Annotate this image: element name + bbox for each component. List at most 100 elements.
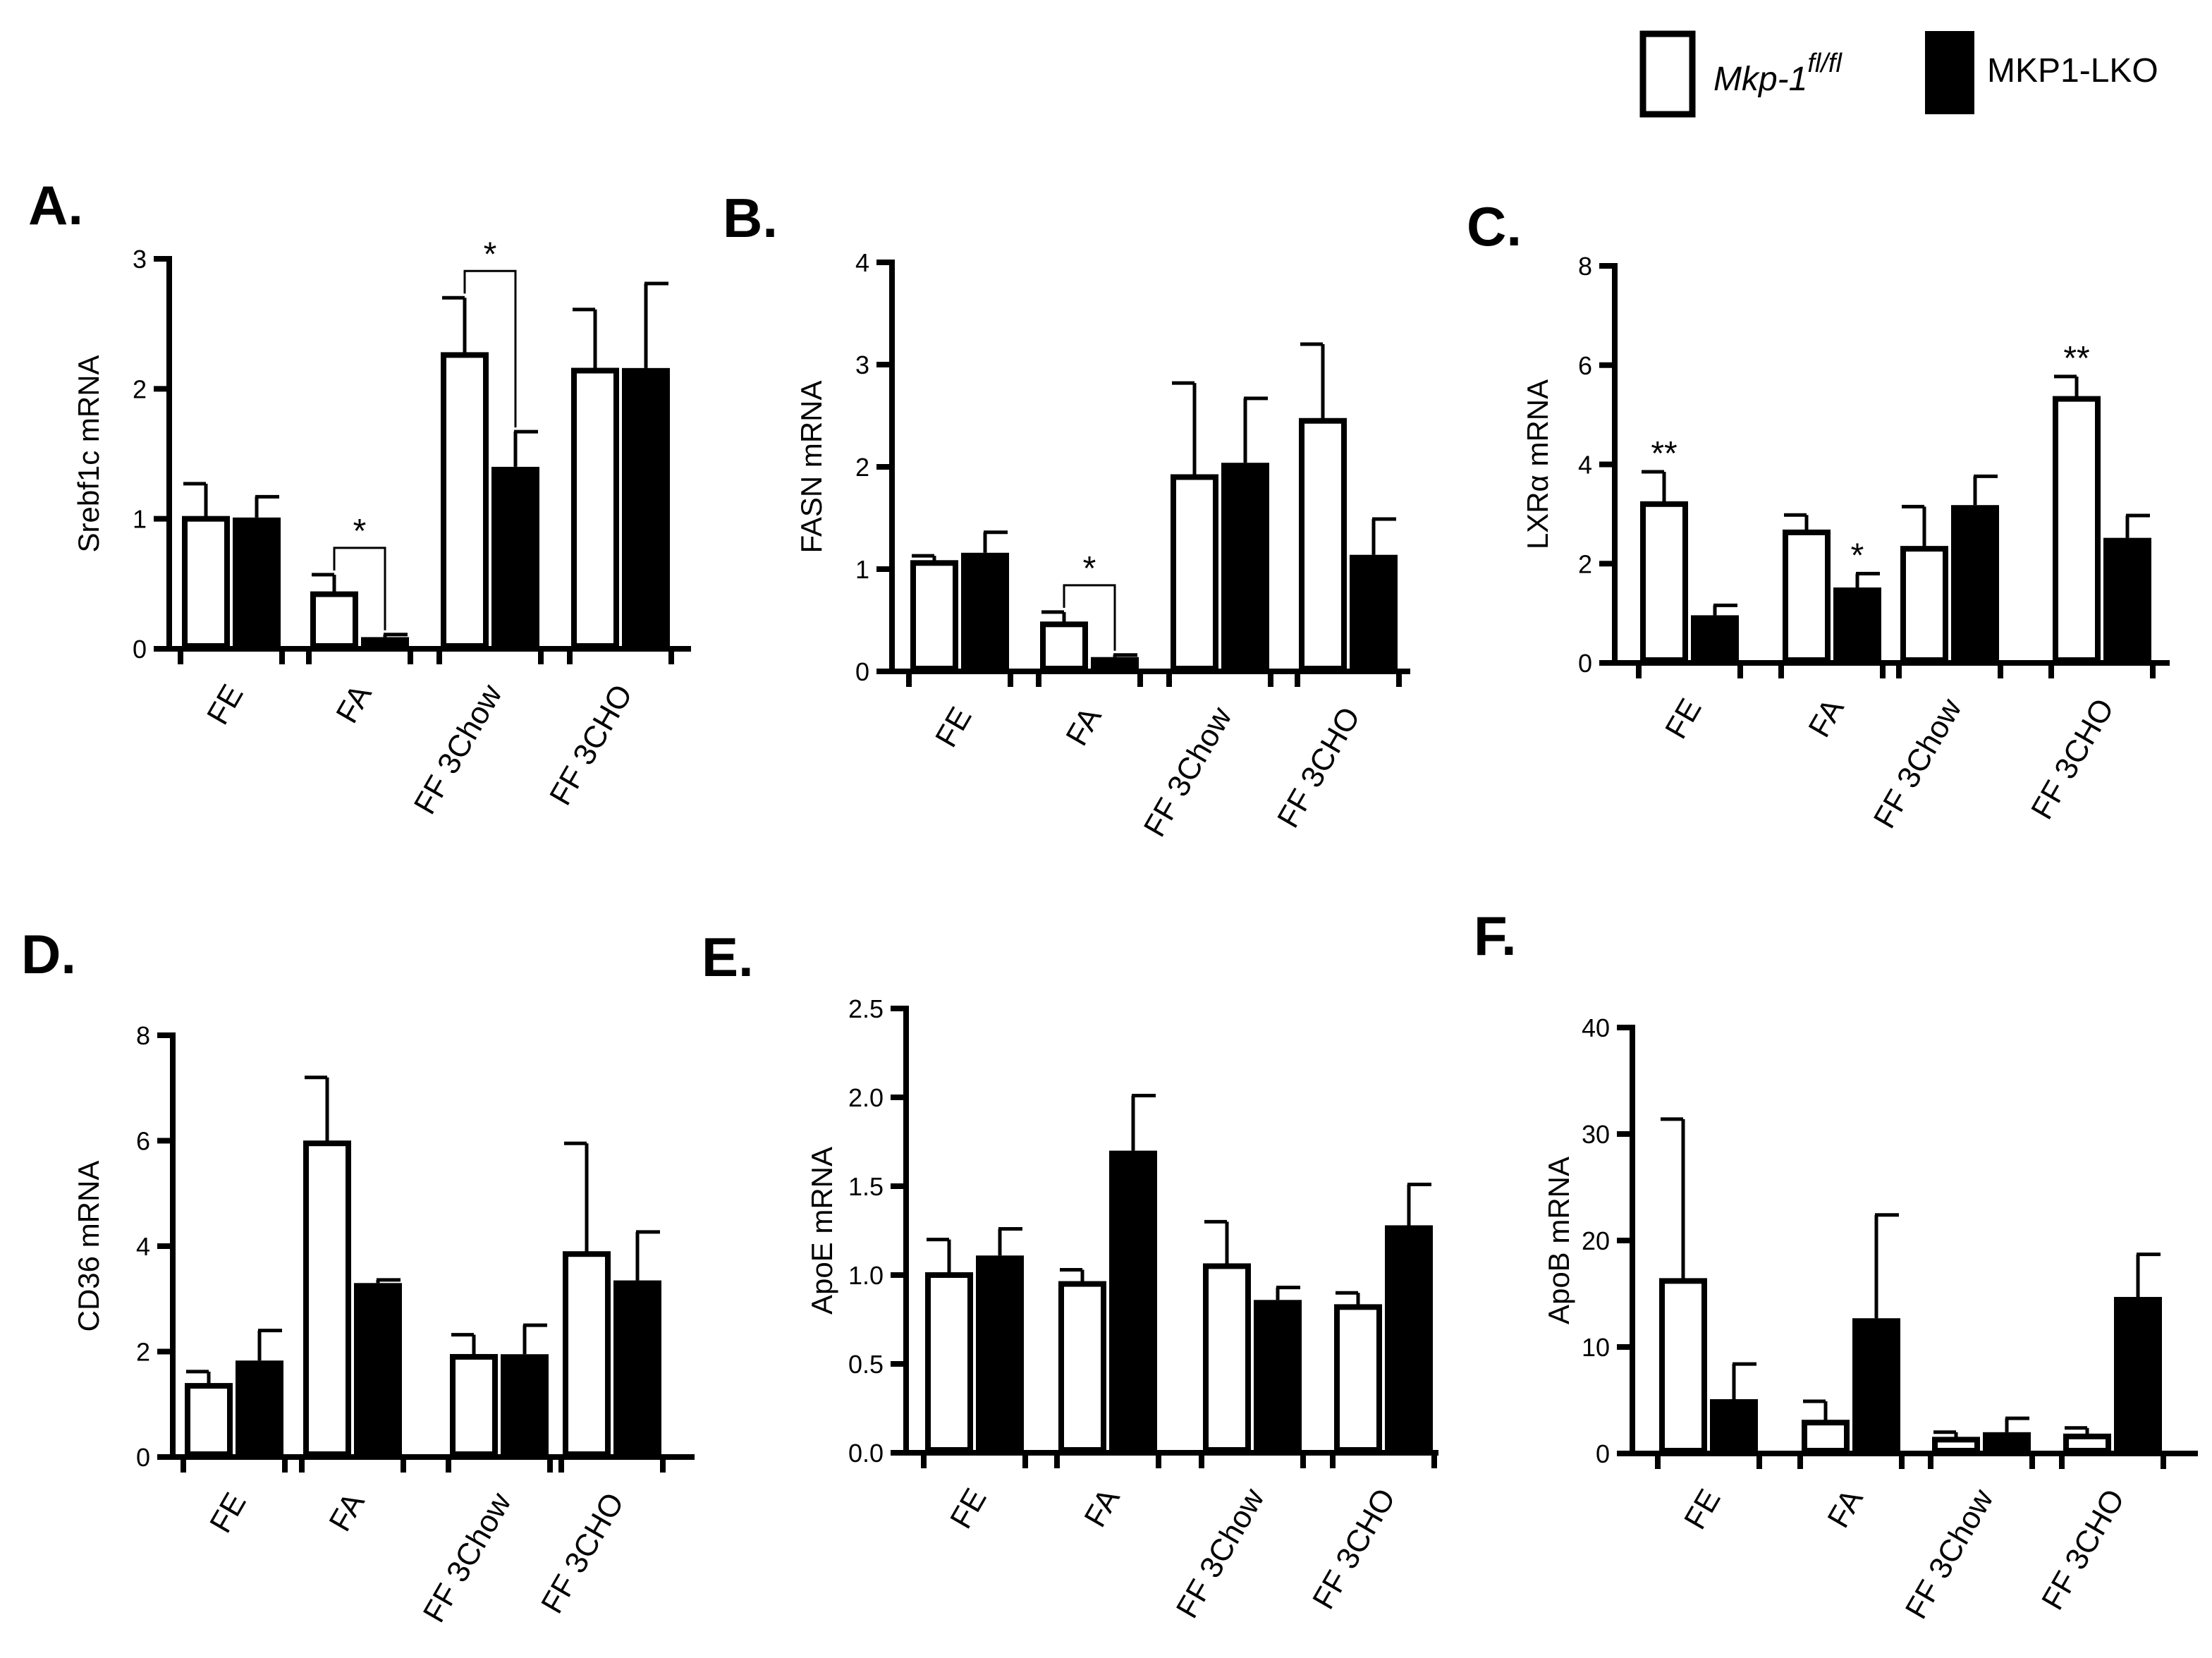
panel-c-category-label: FA (1802, 693, 1851, 743)
panel-a-y-tick-label: 2 (133, 374, 147, 403)
panel-e: E. ApoE mRNA 0.0 0.5 1.0 1.5 2.0 2.5 FE FA FF 3Cho… (702, 926, 1438, 1624)
panel-e-letter: E. (702, 926, 754, 988)
panel-d-y-tick-label: 4 (136, 1232, 150, 1261)
panel-c-category-label: FF 3CHO (2024, 693, 2121, 826)
panel-b-bar-wt (1040, 621, 1088, 671)
panel-f-bar-ko (1983, 1432, 2031, 1453)
panel-a-y-tick-label: 3 (133, 245, 147, 274)
panel-c-y-tick-label: 0 (1578, 649, 1592, 678)
panel-e-y-tick-label: 2.5 (848, 994, 884, 1023)
panel-a-y-tick-label: 0 (133, 635, 147, 664)
panel-c-category-label: FE (1658, 693, 1709, 745)
panel-c-bar-ko (2103, 537, 2151, 663)
panel-a-bar-ko (361, 637, 409, 649)
panel-a-category-label: FE (200, 679, 250, 731)
panel-d-category-label: FE (203, 1487, 253, 1539)
panel-a-bar-wt (182, 516, 230, 650)
legend-label-wt-main: Mkp-1 (1713, 61, 1807, 98)
panel-d-y-label: CD36 mRNA (72, 1161, 105, 1332)
panel-a-bar-wt (441, 352, 489, 649)
panel-c-sig-label: ** (1651, 435, 1677, 473)
panel-c-bar-wt (1640, 501, 1688, 663)
panel-c-sig-label: * (1851, 537, 1864, 574)
panel-f-bar-ko (2114, 1297, 2162, 1453)
legend-label-ko: MKP1-LKO (1987, 52, 2158, 90)
panel-a-category-label: FA (329, 678, 379, 729)
panel-e-y-label: ApoE mRNA (805, 1147, 838, 1315)
panel-a-bar-ko (233, 517, 281, 649)
panel-a-bar-ko (622, 367, 670, 649)
panel-b-bar-wt (1171, 474, 1218, 671)
panel-e-category-label: FF 3Chow (1170, 1482, 1271, 1623)
panel-a-category-label: FF 3Chow (408, 678, 509, 819)
panel-a-sig-label: * (353, 513, 367, 550)
legend-label-wt-superscript: fl/fl (1807, 49, 1843, 78)
panel-a-bar-wt (310, 591, 358, 650)
panel-b-category-label: FE (929, 702, 979, 753)
panel-b-category-label: FF 3CHO (1271, 702, 1367, 834)
panel-d-y-tick-label: 6 (136, 1127, 150, 1156)
panel-a-sig-bracket (463, 269, 517, 428)
panel-c-bar-ko (1951, 505, 1999, 663)
panel-e-y-tick-label: 0.0 (848, 1439, 884, 1468)
panel-f-category-label: FF 3CHO (2035, 1484, 2132, 1616)
panel-b-bar-ko (1350, 554, 1398, 671)
panel-b-category-label: FA (1059, 701, 1108, 752)
panel-e-bar-wt (1203, 1263, 1251, 1453)
panel-a-category-label: FF 3CHO (543, 679, 640, 812)
panel-d-bar-wt (563, 1251, 611, 1458)
panel-f-bar-wt (1802, 1420, 1850, 1453)
panel-d-bar-ko (613, 1280, 661, 1457)
panel-d-y-tick-label: 0 (136, 1443, 150, 1472)
panel-f-y-label: ApoB mRNA (1542, 1157, 1575, 1324)
panel-f-y-tick-label: 10 (1582, 1333, 1610, 1362)
panel-a-sig-bracket (333, 547, 386, 630)
panel-e-y-tick-label: 2.0 (848, 1083, 884, 1112)
panel-f-category-label: FA (1821, 1483, 1870, 1534)
panel-f-bar-ko (1710, 1398, 1758, 1453)
panel-c-bar-wt (1900, 546, 1948, 664)
panel-f-category-label: FF 3Chow (1899, 1483, 2000, 1624)
panel-c-category-label: FF 3Chow (1867, 693, 1969, 834)
panel-f-y-tick-label: 0 (1596, 1439, 1610, 1468)
panel-e-bar-ko (1385, 1225, 1433, 1453)
panel-c-y-tick-label: 8 (1578, 252, 1592, 281)
panel-a-y-tick-label: 1 (133, 505, 147, 534)
panel-e-category-label: FA (1077, 1482, 1127, 1533)
panel-b-y-tick-label: 0 (855, 657, 869, 686)
panel-b-y-tick-label: 4 (855, 248, 869, 277)
panel-b-bar-wt (910, 560, 958, 671)
panel-c-bar-wt (1783, 529, 1831, 663)
panel-b: B. FASN mRNA 0 1 2 3 4 FE FA FF 3Chow FF 3CHO * (723, 187, 1410, 843)
panel-f-bar-wt (1659, 1278, 1707, 1453)
panel-c-bar-ko (1691, 615, 1739, 663)
panel-f-letter: F. (1474, 905, 1517, 967)
panel-b-category-label: FF 3Chow (1137, 701, 1239, 842)
panel-d-letter: D. (21, 923, 76, 985)
panel-a-bar-wt (571, 367, 619, 649)
panel-b-y-tick-label: 1 (855, 555, 869, 584)
panel-c-bar-wt (2053, 396, 2101, 663)
panel-d-category-label: FA (322, 1487, 372, 1537)
panel-d-bar-ko (354, 1283, 402, 1457)
panel-e-bar-wt (1334, 1304, 1382, 1453)
panel-e-category-label: FE (943, 1483, 994, 1535)
panel-e-category-label: FF 3CHO (1306, 1483, 1403, 1616)
panel-d-bar-wt (185, 1383, 233, 1458)
legend: Mkp-1fl/fl MKP1-LKO (1639, 30, 2158, 118)
panel-a-letter: A. (28, 174, 83, 236)
panel-f-y-tick-label: 20 (1582, 1226, 1610, 1255)
panel-b-letter: B. (723, 187, 778, 249)
panel-b-y-tick-label: 2 (855, 453, 869, 482)
panel-f-bar-ko (1852, 1318, 1900, 1453)
panel-d-bar-wt (303, 1140, 351, 1458)
panel-d: D. CD36 mRNA 0 2 4 6 8 FE FA FF 3Chow FF 3CHO (21, 923, 695, 1628)
panel-b-y-label: FASN mRNA (795, 380, 828, 553)
panel-d-bar-ko (501, 1354, 549, 1457)
panel-f-bar-wt (2063, 1433, 2111, 1453)
legend-label-wt: Mkp-1fl/fl (1713, 49, 1843, 98)
panel-e-bar-ko (1254, 1300, 1302, 1453)
panel-c-letter: C. (1467, 195, 1522, 257)
panel-a-bar-ko (491, 466, 539, 649)
